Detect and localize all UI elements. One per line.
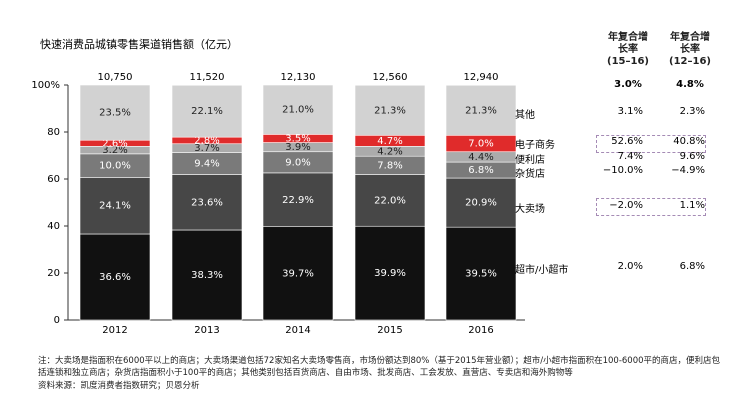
value-label: 36.6% — [99, 272, 131, 283]
y-tick-label: 40 — [47, 221, 60, 232]
value-label: 38.3% — [191, 270, 223, 281]
channel-label: 便利店 — [515, 155, 545, 166]
y-tick-label: 0 — [54, 315, 60, 326]
channel-label: 杂货店 — [515, 169, 545, 180]
x-tick-label: 2015 — [377, 325, 402, 336]
cagr-total: 4.8% — [676, 79, 704, 90]
bar-segment — [171, 84, 243, 138]
channel-label: 超市/小超市 — [515, 265, 569, 276]
total-label: 10,750 — [98, 72, 133, 83]
value-label: 9.4% — [194, 158, 219, 169]
highlight-box — [596, 135, 706, 153]
value-label: 6.8% — [468, 165, 493, 176]
value-label: 4.2% — [377, 146, 402, 157]
bar-segment — [79, 177, 151, 235]
cagr-value: 2.3% — [679, 106, 705, 117]
value-label: 20.9% — [465, 198, 497, 209]
bar-segment — [262, 172, 334, 228]
x-tick-label: 2014 — [285, 325, 310, 336]
value-label: 23.6% — [191, 197, 223, 208]
note: 注：大卖场是指面积在6000平以上的商店；大卖场渠道包括72家知名大卖场零售商，… — [38, 356, 721, 378]
value-label: 10.0% — [99, 161, 131, 172]
value-label: 7.8% — [377, 160, 402, 171]
y-tick-label: 60 — [47, 174, 60, 185]
bar-segment — [354, 174, 426, 227]
bar-segment — [354, 225, 426, 321]
value-label: 24.1% — [99, 201, 131, 212]
value-label: 4.7% — [377, 136, 402, 147]
cagr-total: 3.0% — [614, 79, 642, 90]
y-tick-label: 80 — [47, 127, 60, 138]
bar-segment — [445, 226, 517, 321]
cagr-header: 年复合增长率(12–16) — [669, 32, 711, 67]
value-label: 9.0% — [285, 157, 310, 168]
value-label: 22.9% — [282, 195, 314, 206]
channel-label: 大卖场 — [515, 204, 545, 215]
value-label: 22.0% — [374, 195, 406, 206]
value-label: 21.0% — [282, 105, 314, 116]
total-label: 12,940 — [464, 72, 499, 83]
source: 资料来源：凯度消费者指数研究；贝恩分析 — [38, 381, 200, 391]
cagr-value: 52.6% — [611, 136, 643, 147]
cagr-value: 1.1% — [679, 200, 705, 211]
value-label: 21.3% — [374, 105, 406, 116]
bar-segment — [79, 233, 151, 321]
bar-segment — [79, 84, 151, 141]
cagr-value: 40.8% — [673, 136, 705, 147]
x-tick-label: 2016 — [468, 325, 493, 336]
cagr-value: −4.9% — [671, 165, 705, 176]
cagr-header: 年复合增长率(15–16) — [607, 32, 649, 67]
highlight-box — [596, 198, 706, 216]
cagr-value: 3.1% — [617, 106, 643, 117]
cagr-value: 6.8% — [679, 261, 705, 272]
bar-segment — [445, 177, 517, 228]
bar-segment — [445, 84, 517, 136]
value-label: 7.0% — [468, 139, 493, 150]
total-label: 11,520 — [190, 72, 225, 83]
total-label: 12,560 — [373, 72, 408, 83]
bar-segment — [354, 84, 426, 136]
value-label: 3.2% — [102, 145, 127, 156]
value-label: 2.6% — [102, 138, 127, 149]
cagr-value: 9.6% — [679, 151, 705, 162]
total-label: 12,130 — [281, 72, 316, 83]
value-label: 23.5% — [99, 108, 131, 119]
value-label: 39.7% — [282, 268, 314, 279]
value-label: 3.5% — [285, 133, 310, 144]
x-tick-label: 2012 — [102, 325, 127, 336]
channel-label: 其他 — [515, 110, 535, 121]
bar-segment — [171, 174, 243, 231]
cagr-value: 2.0% — [617, 261, 643, 272]
value-label: 39.5% — [465, 269, 497, 280]
value-label: 4.4% — [468, 152, 493, 163]
channel-label: 电子商务 — [515, 140, 555, 151]
value-label: 22.1% — [191, 106, 223, 117]
value-label: 3.7% — [194, 143, 219, 154]
x-tick-label: 2013 — [194, 325, 219, 336]
value-label: 21.3% — [465, 105, 497, 116]
cagr-value: 7.4% — [617, 151, 643, 162]
chart-title: 快速消费品城镇零售渠道销售额（亿元） — [40, 37, 238, 51]
cagr-value: −10.0% — [602, 165, 643, 176]
y-tick-label: 20 — [47, 268, 60, 279]
cagr-value: −2.0% — [609, 200, 643, 211]
bar-segment — [262, 84, 334, 135]
value-label: 39.9% — [374, 268, 406, 279]
value-label: 2.8% — [194, 135, 219, 146]
bar-segment — [171, 229, 243, 321]
y-tick-label: 100% — [31, 80, 60, 91]
value-label: 3.9% — [285, 142, 310, 153]
